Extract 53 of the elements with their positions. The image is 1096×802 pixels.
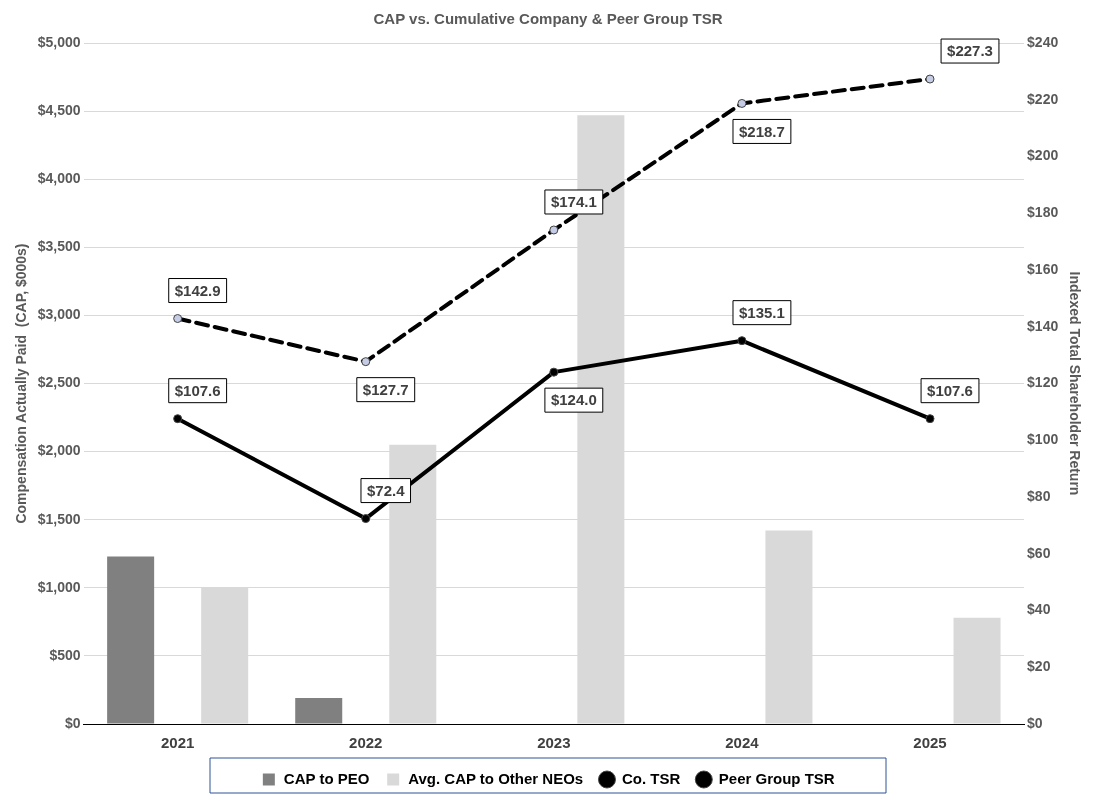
y-tick-label: $2,500 bbox=[37, 374, 81, 391]
y2-tick-label: $40 bbox=[1027, 601, 1051, 618]
legend-label: CAP to PEO bbox=[283, 769, 370, 787]
data-label: $135.1 bbox=[738, 303, 785, 321]
legend-label: Avg. CAP to Other NEOs bbox=[408, 769, 584, 787]
y2-tick-label: $20 bbox=[1027, 658, 1051, 675]
y-tick-label: $4,000 bbox=[37, 170, 81, 187]
y-tick-label: $5,000 bbox=[37, 33, 81, 50]
data-label: $227.3 bbox=[947, 42, 993, 60]
x-tick-label: 2022 bbox=[349, 734, 383, 752]
point bbox=[173, 414, 183, 424]
y-axis-title: Compensation Actually Paid (CAP, $000s) bbox=[13, 243, 30, 524]
data-label: $218.7 bbox=[738, 122, 785, 140]
data-label: $127.7 bbox=[362, 380, 409, 398]
chart-title: CAP vs. Cumulative Company & Peer Group TSR bbox=[373, 10, 723, 28]
y2-axis-title: Indexed Total Shareholder Return bbox=[1066, 271, 1083, 496]
y-tick-label: $4,500 bbox=[37, 101, 81, 118]
data-label: $107.6 bbox=[174, 381, 221, 399]
y2-tick-label: $240 bbox=[1027, 33, 1059, 50]
legend-label: Peer Group TSR bbox=[718, 769, 835, 787]
point bbox=[361, 514, 371, 524]
y2-tick-label: $0 bbox=[1027, 714, 1043, 731]
y2-tick-label: $60 bbox=[1027, 544, 1051, 561]
point bbox=[549, 367, 559, 377]
y2-tick-label: $100 bbox=[1027, 431, 1059, 448]
x-tick-label: 2023 bbox=[537, 734, 571, 752]
legend-label: Co. TSR bbox=[621, 769, 681, 787]
bar bbox=[107, 556, 155, 724]
y2-tick-label: $180 bbox=[1027, 204, 1059, 221]
y-tick-label: $1,000 bbox=[37, 578, 81, 595]
x-tick-label: 2021 bbox=[160, 734, 195, 752]
y-tick-label: $500 bbox=[49, 646, 81, 663]
y-tick-label: $2,000 bbox=[37, 442, 81, 459]
data-label: $174.1 bbox=[550, 193, 597, 211]
y-tick-label: $0 bbox=[65, 714, 81, 731]
y2-tick-label: $120 bbox=[1027, 374, 1059, 391]
bar bbox=[295, 698, 343, 724]
x-tick-label: 2025 bbox=[913, 734, 947, 752]
y2-tick-label: $220 bbox=[1027, 90, 1059, 107]
y2-tick-label: $200 bbox=[1027, 147, 1059, 164]
data-label: $124.0 bbox=[550, 391, 597, 409]
data-label: $107.6 bbox=[927, 381, 973, 399]
y2-tick-label: $80 bbox=[1027, 487, 1051, 504]
x-tick-label: 2024 bbox=[725, 734, 760, 752]
point bbox=[925, 414, 935, 424]
y2-tick-label: $160 bbox=[1027, 260, 1059, 277]
y-tick-label: $1,500 bbox=[37, 510, 81, 527]
y-tick-label: $3,000 bbox=[37, 306, 81, 323]
data-label: $142.9 bbox=[174, 281, 221, 299]
y2-tick-label: $140 bbox=[1027, 317, 1059, 334]
point bbox=[737, 336, 747, 346]
y-tick-label: $3,500 bbox=[37, 238, 81, 255]
data-label: $72.4 bbox=[366, 481, 406, 499]
